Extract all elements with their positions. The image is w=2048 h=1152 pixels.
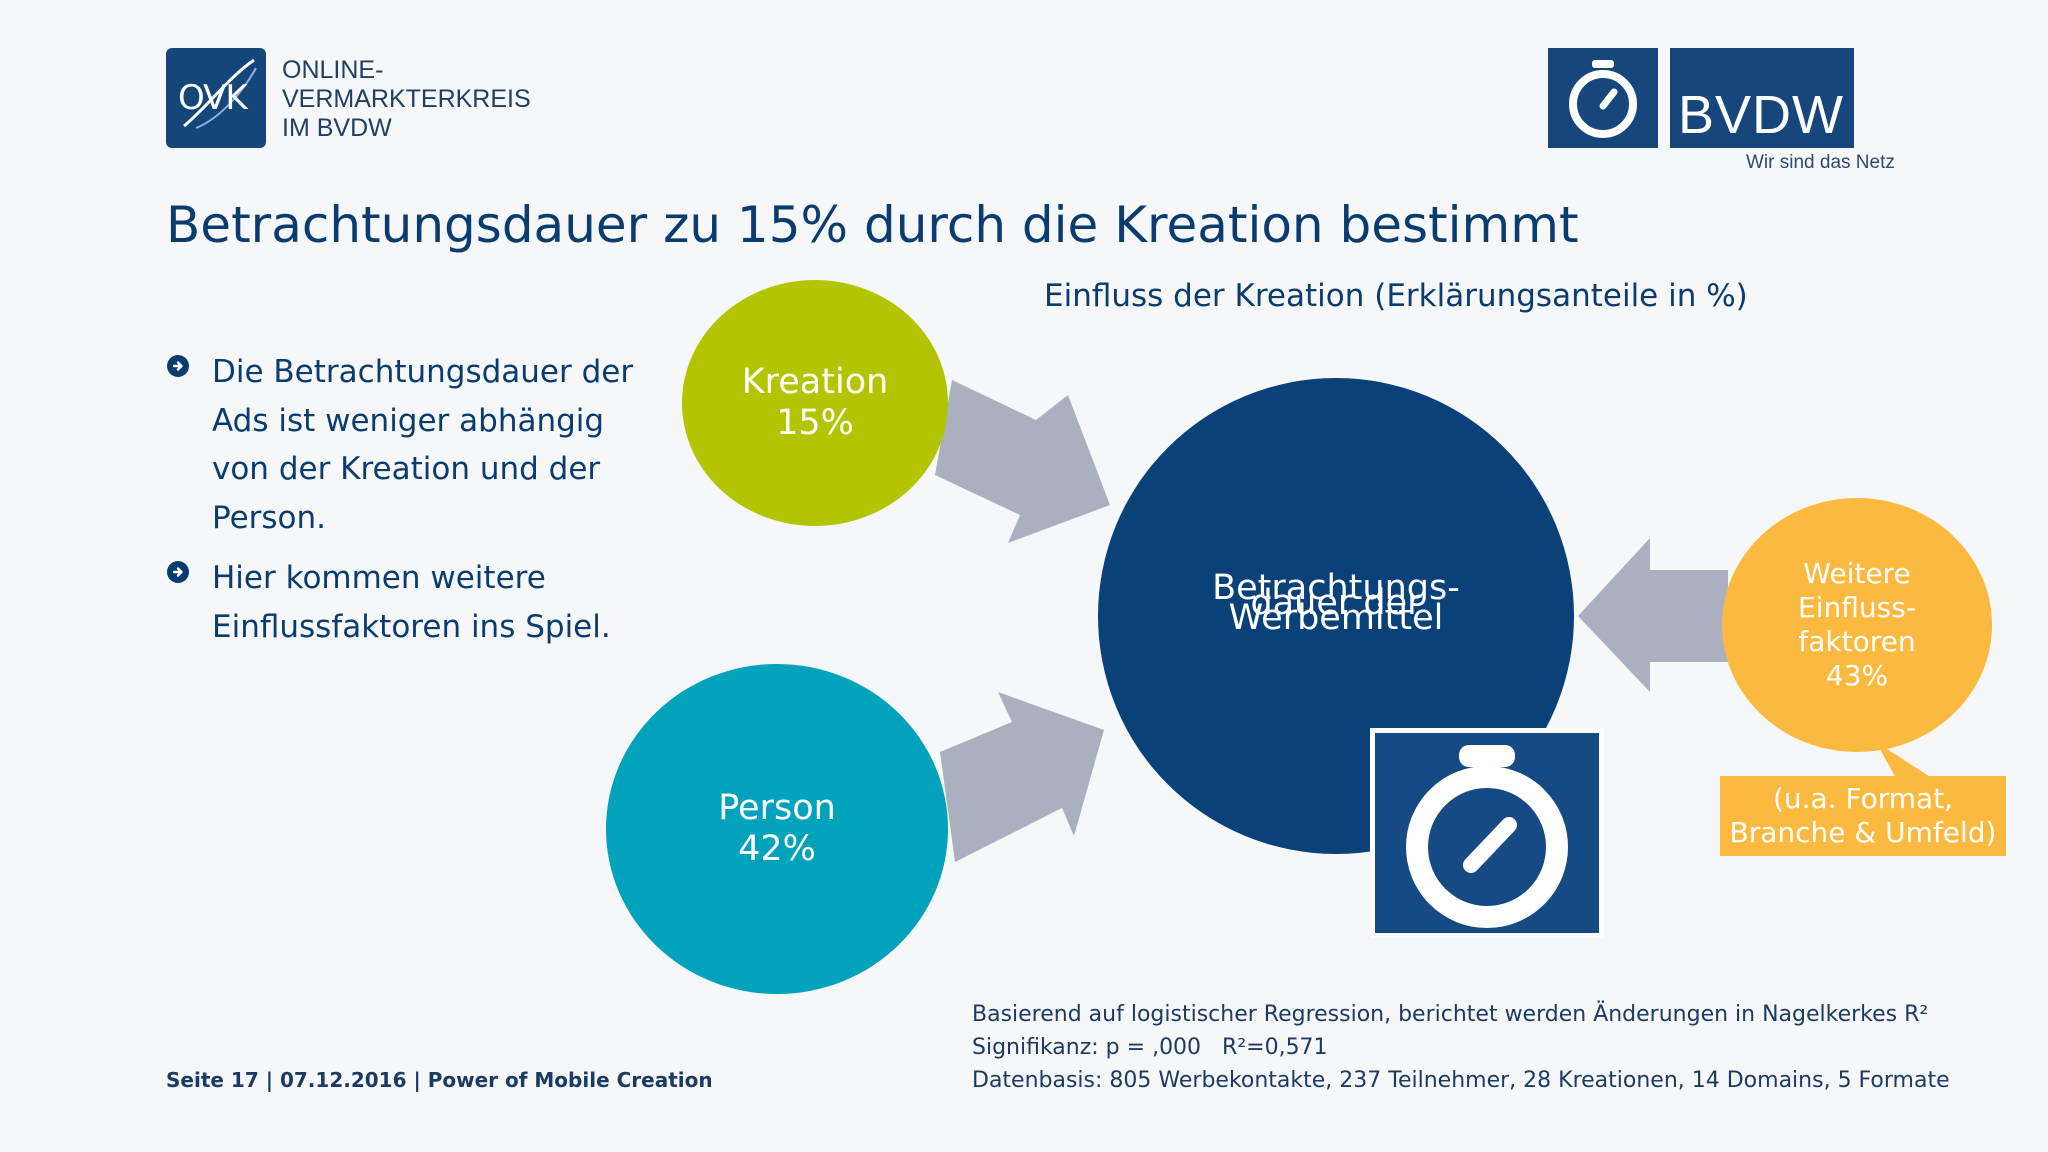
methodology-notes: Basierend auf logistischer Regression, b… bbox=[972, 998, 1950, 1097]
page-title: Betrachtungsdauer zu 15% durch die Kreat… bbox=[166, 196, 1579, 254]
note-line: Signifikanz: p = ,000 R²=0,571 bbox=[972, 1035, 1328, 1060]
bullet-item: Hier kommen weitere Einflussfaktoren ins… bbox=[166, 554, 636, 651]
weitere-value: 43% bbox=[1825, 659, 1889, 692]
note-line: Basierend auf logistischer Regression, b… bbox=[972, 1002, 1929, 1027]
diagram-subtitle: Einfluss der Kreation (Erklärungsanteile… bbox=[1044, 278, 1748, 314]
weitere-line: faktoren bbox=[1798, 625, 1916, 658]
footer: Seite 17 | 07.12.2016 | Power of Mobile … bbox=[166, 1068, 713, 1092]
bvdw-name-box: BVDW bbox=[1670, 48, 1854, 148]
arrow-circle-right-icon bbox=[167, 561, 189, 583]
circle-person-label: Person bbox=[718, 788, 836, 828]
callout-line: (u.a. Format, bbox=[1772, 782, 1954, 815]
circle-person: Person 42% bbox=[606, 664, 948, 994]
circle-kreation-label: Kreation bbox=[741, 362, 889, 402]
circle-person-value: 42% bbox=[738, 829, 816, 869]
center-line: Werbemittel bbox=[1228, 597, 1444, 638]
ovk-line: IM BVDW bbox=[282, 114, 392, 142]
bullet-item: Die Betrachtungsdauer der Ads ist wenige… bbox=[166, 348, 636, 542]
arrow-kreation-to-center bbox=[935, 380, 1110, 543]
ovk-badge-text: OVK bbox=[178, 78, 248, 118]
bvdw-clock-box bbox=[1548, 48, 1658, 148]
circle-kreation: Kreation 15% bbox=[682, 280, 948, 526]
ovk-wordmark: ONLINE- VERMARKTERKREIS IM BVDW bbox=[282, 56, 531, 143]
arrow-person-to-center bbox=[940, 692, 1104, 862]
callout-weitere: (u.a. Format, Branche & Umfeld) bbox=[1720, 776, 2006, 856]
note-line: Datenbasis: 805 Werbekontakte, 237 Teiln… bbox=[972, 1068, 1950, 1093]
weitere-line: Weitere bbox=[1803, 557, 1911, 590]
callout-line: Branche & Umfeld) bbox=[1729, 816, 1997, 849]
weitere-line: Einfluss- bbox=[1798, 591, 1916, 624]
bvdw-logo: BVDW Wir sind das Netz bbox=[1548, 48, 1908, 178]
bullet-text: Die Betrachtungsdauer der Ads ist wenige… bbox=[212, 354, 634, 536]
circle-weitere: Weitere Einfluss- faktoren 43% bbox=[1722, 498, 1992, 752]
arrow-circle-right-icon bbox=[167, 355, 189, 377]
ovk-line: ONLINE- bbox=[282, 56, 384, 84]
bvdw-name: BVDW bbox=[1678, 85, 1844, 145]
stopwatch-box bbox=[1370, 728, 1604, 938]
bullet-text: Hier kommen weitere Einflussfaktoren ins… bbox=[212, 560, 611, 645]
ovk-logo-badge: OVK bbox=[166, 48, 266, 148]
stopwatch-icon bbox=[1406, 745, 1568, 928]
bvdw-slogan: Wir sind das Netz bbox=[1746, 152, 1895, 173]
circle-kreation-value: 15% bbox=[776, 403, 854, 443]
bullet-list: Die Betrachtungsdauer der Ads ist wenige… bbox=[166, 348, 636, 663]
ovk-swoosh-icon bbox=[183, 58, 257, 129]
ovk-line: VERMARKTERKREIS bbox=[282, 85, 531, 113]
callout-pointer bbox=[1876, 742, 1932, 778]
ovk-logo: OVK ONLINE- VERMARKTERKREIS IM BVDW bbox=[166, 48, 531, 148]
center-line: Betrachtungs- bbox=[1212, 567, 1460, 608]
center-line: dauer der bbox=[1250, 582, 1422, 623]
stopwatch-icon bbox=[1569, 60, 1637, 138]
arrow-weitere-to-center bbox=[1578, 538, 1728, 692]
